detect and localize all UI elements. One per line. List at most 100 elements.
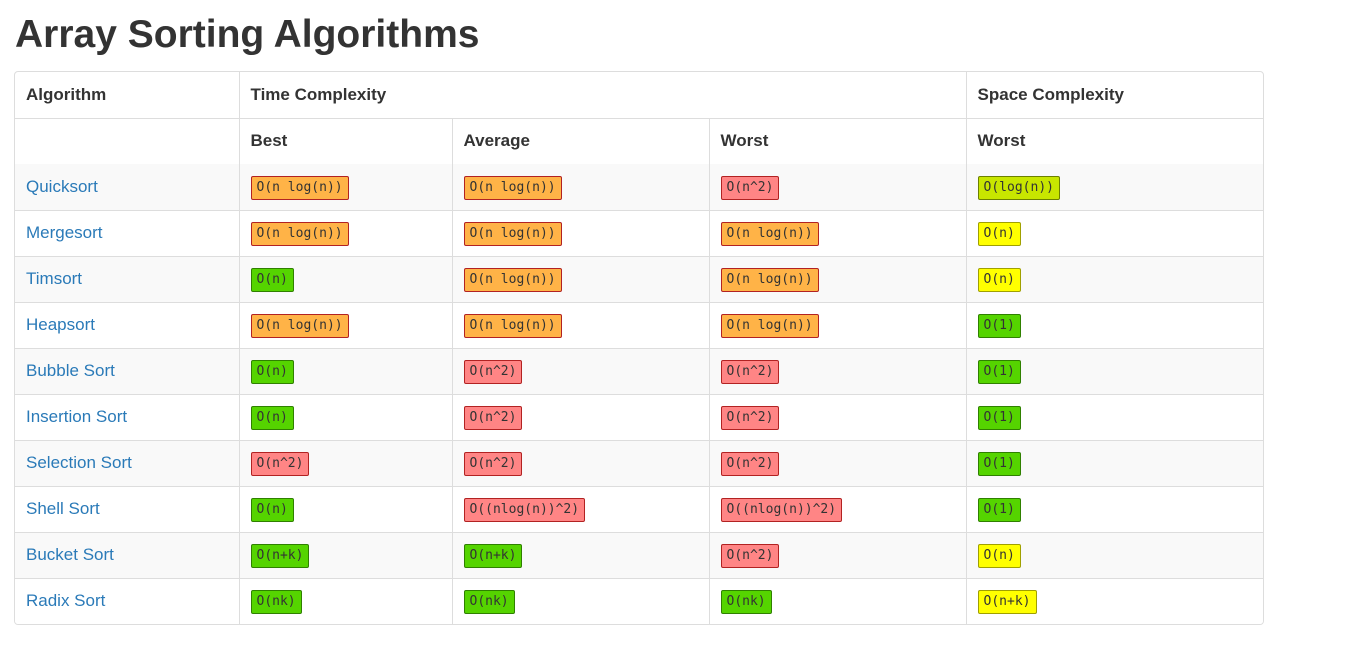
page-title: Array Sorting Algorithms xyxy=(15,13,480,56)
algorithm-link[interactable]: Bubble Sort xyxy=(26,361,115,380)
average-complexity-cell: O(n^2) xyxy=(451,439,709,486)
worst-complexity-badge: O(n^2) xyxy=(720,544,780,568)
algorithm-cell: Quicksort xyxy=(15,164,239,210)
average-complexity-badge: O(n^2) xyxy=(463,406,523,430)
space-complexity-badge: O(1) xyxy=(977,452,1021,476)
space-complexity-cell: O(log(n)) xyxy=(965,164,1263,210)
worst-complexity-badge: O((nlog(n))^2) xyxy=(720,498,843,522)
algorithm-cell: Insertion Sort xyxy=(15,393,239,440)
complexity-table-container: Algorithm Time Complexity Space Complexi… xyxy=(14,71,1264,625)
average-complexity-cell: O(n log(n)) xyxy=(451,301,709,348)
space-complexity-badge: O(log(n)) xyxy=(977,175,1060,200)
algorithm-link[interactable]: Bucket Sort xyxy=(26,545,114,564)
best-complexity-cell: O(n) xyxy=(238,485,452,532)
algorithm-cell: Timsort xyxy=(15,255,239,302)
worst-complexity-badge: O(n^2) xyxy=(720,175,780,200)
average-complexity-badge: O(n log(n)) xyxy=(463,268,562,292)
best-complexity-cell: O(n log(n)) xyxy=(238,301,452,348)
worst-complexity-badge: O(n log(n)) xyxy=(720,222,819,246)
best-complexity-badge: O(n log(n)) xyxy=(250,314,349,338)
average-complexity-badge: O(nk) xyxy=(463,590,515,615)
algorithm-cell: Mergesort xyxy=(15,209,239,256)
space-complexity-badge: O(n) xyxy=(977,544,1021,568)
space-complexity-badge: O(1) xyxy=(977,360,1021,384)
table-row: Radix Sort O(nk) O(nk) O(nk) O(n+k) xyxy=(15,577,1263,624)
worst-complexity-cell: O(nk) xyxy=(708,577,967,624)
worst-complexity-cell: O(n log(n)) xyxy=(708,255,967,302)
space-complexity-cell: O(1) xyxy=(965,393,1263,440)
best-complexity-cell: O(n+k) xyxy=(238,531,452,578)
average-complexity-cell: O(nk) xyxy=(451,577,709,624)
worst-complexity-badge: O(n log(n)) xyxy=(720,268,819,292)
worst-complexity-cell: O(n log(n)) xyxy=(708,209,967,256)
algorithm-link[interactable]: Timsort xyxy=(26,269,83,288)
space-complexity-cell: O(n) xyxy=(965,255,1263,302)
best-complexity-cell: O(nk) xyxy=(238,577,452,624)
algorithm-link[interactable]: Quicksort xyxy=(26,176,98,196)
average-complexity-badge: O(n^2) xyxy=(463,360,523,384)
worst-complexity-badge: O(n^2) xyxy=(720,452,780,476)
header-algorithm: Algorithm xyxy=(26,84,107,104)
average-complexity-badge: O(n log(n)) xyxy=(463,222,562,246)
header-best: Best xyxy=(238,117,452,164)
table-subheader-row: Best Average Worst Worst xyxy=(15,117,1263,164)
space-complexity-cell: O(1) xyxy=(965,347,1263,394)
algorithm-link[interactable]: Heapsort xyxy=(26,315,95,334)
space-complexity-cell: O(1) xyxy=(965,485,1263,532)
space-complexity-badge: O(1) xyxy=(977,406,1021,430)
algorithm-link[interactable]: Insertion Sort xyxy=(26,407,128,426)
header-average: Average xyxy=(451,117,709,164)
header-empty xyxy=(15,117,239,164)
space-complexity-badge: O(1) xyxy=(977,498,1021,522)
space-complexity-badge: O(n) xyxy=(977,222,1021,246)
table-row: Timsort O(n) O(n log(n)) O(n log(n)) O(n) xyxy=(15,255,1263,302)
average-complexity-badge: O((nlog(n))^2) xyxy=(463,498,586,522)
average-complexity-cell: O(n^2) xyxy=(451,347,709,394)
worst-complexity-cell: O(n^2) xyxy=(708,531,967,578)
best-complexity-cell: O(n log(n)) xyxy=(238,164,452,210)
algorithm-cell: Bubble Sort xyxy=(15,347,239,394)
best-complexity-badge: O(n log(n)) xyxy=(250,222,349,246)
best-complexity-badge: O(n) xyxy=(250,360,294,384)
algorithm-cell: Bucket Sort xyxy=(15,531,239,578)
worst-complexity-cell: O(n^2) xyxy=(708,393,967,440)
header-space-complexity: Space Complexity xyxy=(965,72,1263,118)
best-complexity-badge: O(n+k) xyxy=(250,544,310,568)
best-complexity-badge: O(nk) xyxy=(250,590,302,615)
best-complexity-badge: O(n^2) xyxy=(250,452,310,476)
space-complexity-badge: O(n) xyxy=(977,268,1021,292)
header-worst-space: Worst xyxy=(965,117,1263,164)
worst-complexity-cell: O(n log(n)) xyxy=(708,301,967,348)
table-body: Quicksort O(n log(n)) O(n log(n)) O(n^2) O(l… xyxy=(15,164,1263,624)
space-complexity-cell: O(n+k) xyxy=(965,577,1263,624)
space-complexity-cell: O(n) xyxy=(965,209,1263,256)
space-complexity-cell: O(n) xyxy=(965,531,1263,578)
worst-complexity-badge: O(n log(n)) xyxy=(720,314,819,338)
algorithm-cell: Radix Sort xyxy=(15,577,239,624)
average-complexity-cell: O(n+k) xyxy=(451,531,709,578)
space-complexity-cell: O(1) xyxy=(965,439,1263,486)
best-complexity-cell: O(n) xyxy=(238,347,452,394)
algorithm-link[interactable]: Mergesort xyxy=(26,223,103,242)
table-row: Bubble Sort O(n) O(n^2) O(n^2) O(1) xyxy=(15,347,1263,394)
average-complexity-badge: O(n+k) xyxy=(463,544,523,568)
table-row: Insertion Sort O(n) O(n^2) O(n^2) O(1) xyxy=(15,393,1263,440)
average-complexity-badge: O(n^2) xyxy=(463,452,523,476)
best-complexity-badge: O(n log(n)) xyxy=(250,175,349,200)
algorithm-link[interactable]: Radix Sort xyxy=(26,591,106,611)
average-complexity-badge: O(n log(n)) xyxy=(463,314,562,338)
table-row: Quicksort O(n log(n)) O(n log(n)) O(n^2) O(l… xyxy=(15,164,1263,210)
worst-complexity-cell: O(n^2) xyxy=(708,164,967,210)
table-header-row: Algorithm Time Complexity Space Complexi… xyxy=(15,72,1263,118)
algorithm-link[interactable]: Selection Sort xyxy=(26,453,132,472)
table-row: Heapsort O(n log(n)) O(n log(n)) O(n log(n)… xyxy=(15,301,1263,348)
best-complexity-cell: O(n^2) xyxy=(238,439,452,486)
worst-complexity-cell: O((nlog(n))^2) xyxy=(708,485,967,532)
average-complexity-cell: O(n log(n)) xyxy=(451,164,709,210)
algorithm-cell: Selection Sort xyxy=(15,439,239,486)
algorithm-cell: Heapsort xyxy=(15,301,239,348)
average-complexity-badge: O(n log(n)) xyxy=(463,175,562,200)
algorithm-link[interactable]: Shell Sort xyxy=(26,499,100,518)
header-time-complexity: Time Complexity xyxy=(238,72,967,118)
best-complexity-badge: O(n) xyxy=(250,498,294,522)
